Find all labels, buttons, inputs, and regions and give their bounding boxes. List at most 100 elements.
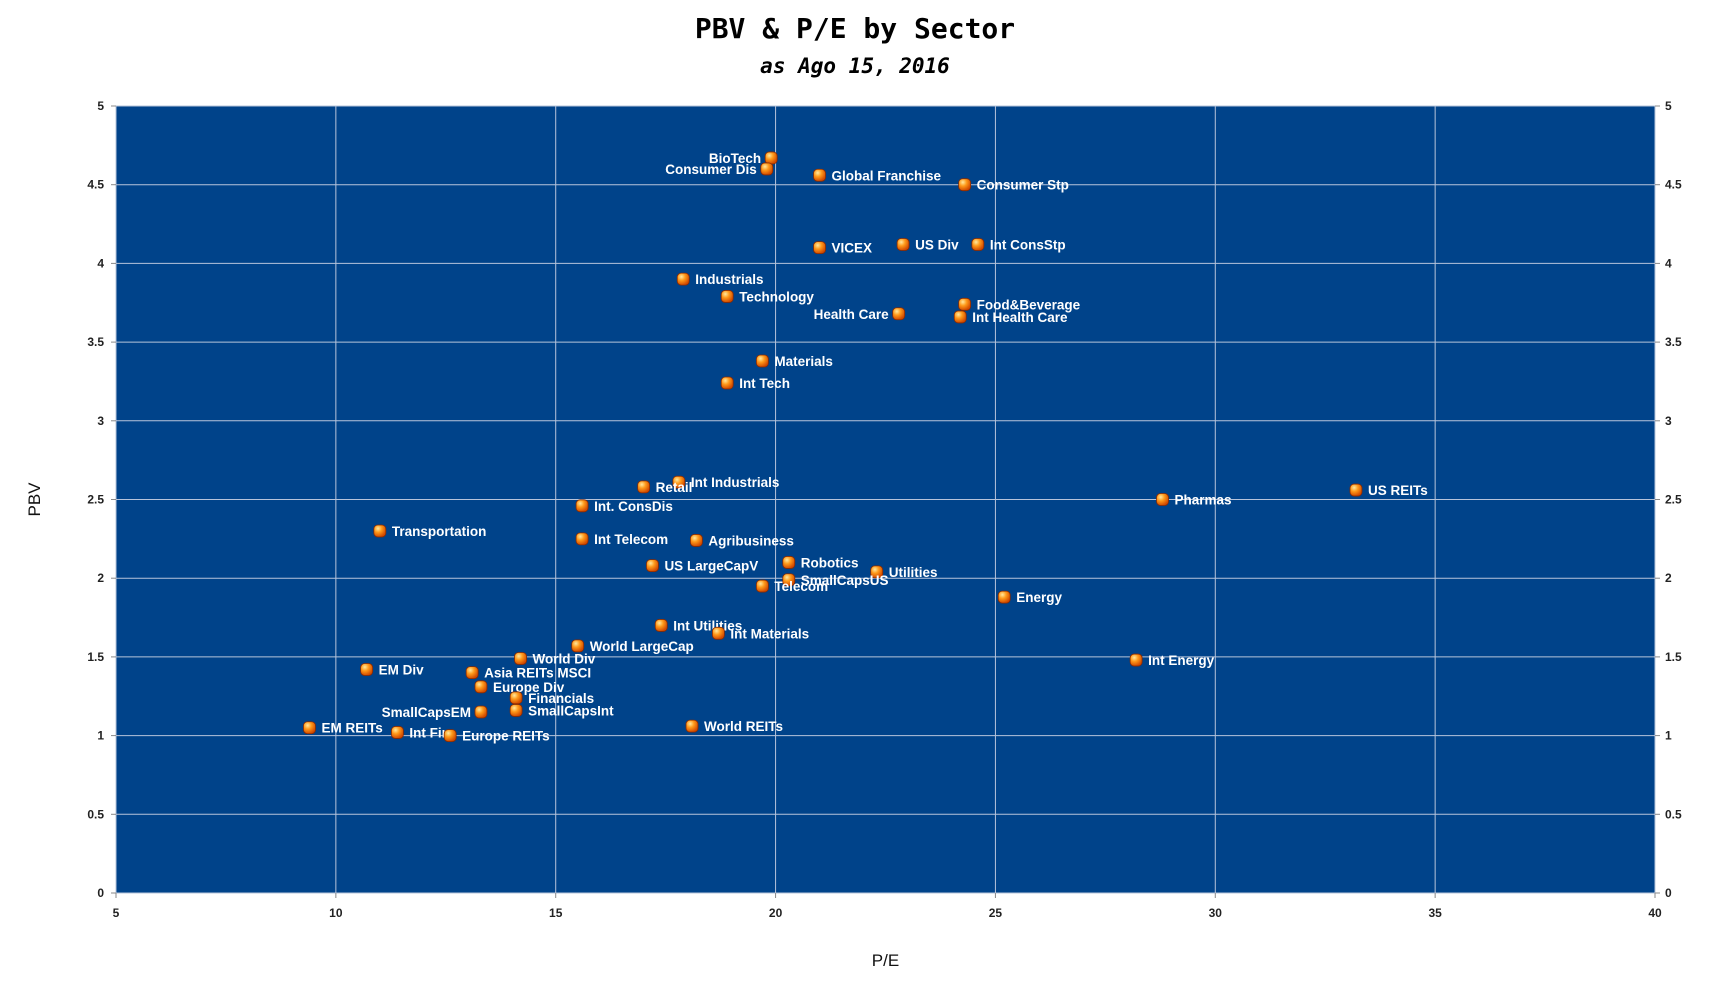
point-label: Consumer Dis bbox=[665, 162, 757, 177]
data-point: Int Materials bbox=[712, 626, 809, 641]
data-point: Transportation bbox=[373, 524, 486, 539]
data-point: Int Industrials bbox=[672, 475, 779, 490]
x-tick-label: 5 bbox=[113, 906, 120, 920]
x-tick-label: 40 bbox=[1648, 906, 1662, 920]
point-label: SmallCapsUS bbox=[801, 573, 889, 588]
point-marker bbox=[303, 721, 316, 735]
point-marker bbox=[509, 691, 523, 705]
point-label: Retail bbox=[656, 480, 693, 495]
data-point: Financials bbox=[509, 691, 594, 706]
point-label: Int Telecom bbox=[594, 532, 668, 547]
data-point: Energy bbox=[997, 590, 1062, 605]
point-marker bbox=[1156, 493, 1169, 506]
point-marker bbox=[465, 666, 479, 680]
data-point: Europe Div bbox=[474, 680, 565, 695]
point-label: Industrials bbox=[695, 272, 763, 287]
data-point: Europe REITs bbox=[443, 729, 550, 744]
point-marker bbox=[637, 480, 651, 494]
point-marker bbox=[575, 532, 589, 546]
point-label: Utilities bbox=[889, 565, 938, 580]
x-tick-label: 10 bbox=[329, 906, 343, 920]
point-label: EM REITs bbox=[321, 721, 382, 736]
point-marker bbox=[813, 241, 826, 255]
point-marker bbox=[391, 726, 404, 739]
y-tick-label-right: 2.5 bbox=[1665, 493, 1682, 507]
point-marker bbox=[782, 556, 796, 569]
data-point: Int Health Care bbox=[953, 310, 1068, 325]
point-label: Int. ConsDis bbox=[594, 499, 673, 514]
data-point: Int ConsStp bbox=[971, 238, 1066, 253]
point-marker bbox=[571, 639, 585, 653]
x-tick-label: 15 bbox=[549, 906, 563, 920]
point-marker bbox=[896, 238, 910, 251]
point-marker bbox=[997, 590, 1011, 604]
point-label: Telecom bbox=[774, 579, 828, 594]
y-tick-label-right: 1 bbox=[1665, 729, 1672, 743]
point-label: Agribusiness bbox=[708, 533, 794, 548]
data-point: Retail bbox=[637, 480, 693, 495]
y-tick-label-right: 0 bbox=[1665, 886, 1672, 900]
point-marker bbox=[953, 310, 967, 324]
point-label: World Div bbox=[533, 651, 596, 666]
point-label: Asia REITs MSCI bbox=[484, 666, 591, 681]
data-point: Industrials bbox=[676, 272, 763, 287]
point-marker bbox=[672, 475, 686, 489]
point-marker bbox=[958, 178, 972, 192]
y-tick-label-right: 0.5 bbox=[1665, 807, 1682, 821]
data-point: Int Tech bbox=[720, 376, 790, 391]
point-label: Int Energy bbox=[1148, 653, 1215, 668]
point-label: Int Tech bbox=[739, 376, 790, 391]
y-tick-label-left: 1 bbox=[97, 729, 104, 743]
x-tick-label: 30 bbox=[1209, 906, 1223, 920]
y-tick-label-right: 3 bbox=[1665, 414, 1672, 428]
y-tick-label-left: 4 bbox=[97, 256, 104, 270]
x-tick-label: 20 bbox=[769, 906, 783, 920]
point-marker bbox=[782, 573, 796, 587]
point-marker bbox=[509, 704, 523, 717]
point-label: US LargeCapV bbox=[664, 559, 758, 574]
y-tick-label-right: 3.5 bbox=[1665, 335, 1682, 349]
x-tick-label: 25 bbox=[989, 906, 1003, 920]
data-point: US LargeCapV bbox=[646, 559, 758, 574]
point-label: US Div bbox=[915, 238, 959, 253]
point-label: Europe Div bbox=[493, 680, 565, 695]
point-marker bbox=[958, 297, 972, 311]
data-point: Consumer Stp bbox=[958, 178, 1069, 193]
data-point: World REITs bbox=[685, 719, 783, 734]
data-point: Pharmas bbox=[1156, 493, 1232, 508]
y-tick-label-left: 3.5 bbox=[87, 335, 104, 349]
y-tick-label-right: 4 bbox=[1665, 256, 1672, 270]
point-label: VICEX bbox=[832, 241, 873, 256]
point-label: Pharmas bbox=[1175, 493, 1232, 508]
y-tick-label-right: 2 bbox=[1665, 571, 1672, 585]
point-marker bbox=[1129, 653, 1143, 667]
axis-ticks: 0 0 0.5 0.5 1 1 1.5 1.5 2 2 2.5 2.5 3 3 3.5 3.5 4 4 4.5 4.5… bbox=[87, 99, 1682, 920]
point-label: Europe REITs bbox=[462, 729, 550, 744]
point-label: BioTech bbox=[709, 151, 761, 166]
data-point: SmallCapsUS bbox=[782, 573, 889, 588]
point-marker bbox=[764, 151, 778, 165]
point-label: Int Utilities bbox=[673, 618, 742, 633]
point-marker bbox=[712, 626, 725, 640]
data-point: Consumer Dis bbox=[665, 162, 774, 177]
point-label: Int ConsStp bbox=[990, 238, 1066, 253]
data-point: SmallCapsEM bbox=[382, 705, 488, 720]
point-marker bbox=[760, 162, 774, 176]
point-marker bbox=[373, 524, 387, 538]
data-point: Health Care bbox=[814, 307, 906, 322]
y-tick-label-right: 1.5 bbox=[1665, 650, 1682, 664]
y-tick-label-left: 4.5 bbox=[87, 178, 104, 192]
point-marker bbox=[646, 559, 659, 573]
y-tick-label-right: 4.5 bbox=[1665, 178, 1682, 192]
data-point: Int Fin bbox=[391, 725, 450, 740]
point-marker bbox=[870, 565, 884, 579]
point-marker bbox=[971, 238, 985, 251]
point-label: Robotics bbox=[801, 555, 859, 570]
point-label: US REITs bbox=[1368, 483, 1428, 498]
y-tick-label-left: 0.5 bbox=[87, 807, 104, 821]
y-tick-label-left: 2.5 bbox=[87, 493, 104, 507]
data-point: US Div bbox=[896, 238, 959, 253]
data-point: Food&Beverage bbox=[958, 297, 1081, 312]
